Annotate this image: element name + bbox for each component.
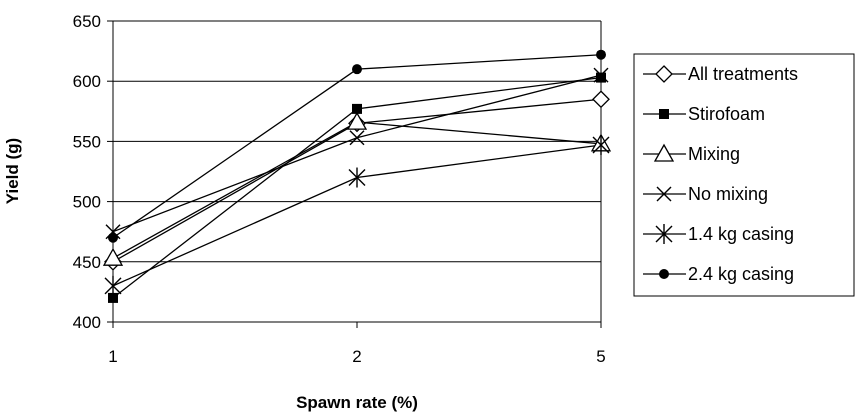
gridlines xyxy=(113,20,601,263)
series-markers xyxy=(104,135,610,296)
data-point xyxy=(108,292,118,303)
legend-label: Stirofoam xyxy=(688,104,765,124)
data-point xyxy=(346,111,368,130)
data-point xyxy=(593,67,609,83)
series-line xyxy=(112,74,602,233)
data-point xyxy=(348,167,366,188)
y-tick-label: 600 xyxy=(73,72,101,91)
y-tick-label: 650 xyxy=(73,12,101,31)
legend-label: All treatments xyxy=(688,64,798,84)
x-axis: 1 2 5 xyxy=(108,322,606,366)
legend-item: No mixing xyxy=(643,184,768,204)
legend-item: Stirofoam xyxy=(643,104,765,124)
y-axis-title: Yield (g) xyxy=(3,138,22,204)
x-tick-label: 5 xyxy=(596,347,605,366)
legend-item: Mixing xyxy=(643,143,740,164)
series-line xyxy=(112,121,602,259)
legend-item: 2.4 kg casing xyxy=(643,264,794,284)
legend-item: All treatments xyxy=(643,64,798,84)
data-point xyxy=(655,65,673,83)
x-tick-label: 2 xyxy=(352,347,361,366)
data-point xyxy=(104,275,122,296)
data-point xyxy=(592,135,610,156)
series xyxy=(112,54,602,239)
series-markers xyxy=(105,67,609,240)
y-tick-label: 550 xyxy=(73,132,101,151)
series-line xyxy=(112,54,602,239)
y-tick-label: 450 xyxy=(73,253,101,272)
series-line xyxy=(112,144,602,287)
series xyxy=(112,121,602,259)
x-axis-title: Spawn rate (%) xyxy=(296,393,418,412)
series-markers xyxy=(102,111,612,266)
legend: All treatments Stirofoam Mixing No mixing 1.… xyxy=(633,53,855,297)
data-point xyxy=(592,90,610,109)
legend-box xyxy=(633,53,855,297)
x-tick-label: 1 xyxy=(108,347,117,366)
data-point xyxy=(655,224,673,244)
data-point xyxy=(656,186,672,202)
data-point xyxy=(352,64,362,75)
y-tick-label: 400 xyxy=(73,313,101,332)
y-axis: 400 450 500 550 600 650 xyxy=(73,12,113,332)
data-point xyxy=(659,109,669,119)
data-point xyxy=(349,130,365,146)
data-point xyxy=(596,49,606,60)
series-markers xyxy=(108,49,606,243)
data-point xyxy=(659,269,669,279)
series xyxy=(112,74,602,233)
series-group xyxy=(102,49,612,303)
legend-label: 2.4 kg casing xyxy=(688,264,794,284)
data-point xyxy=(653,143,675,162)
data-point xyxy=(102,247,124,266)
series xyxy=(112,144,602,287)
series-markers xyxy=(108,72,606,303)
data-point xyxy=(352,103,362,114)
legend-label: Mixing xyxy=(688,144,740,164)
legend-label: No mixing xyxy=(688,184,768,204)
y-tick-label: 500 xyxy=(73,193,101,212)
data-point xyxy=(108,232,118,243)
legend-label: 1.4 kg casing xyxy=(688,224,794,244)
legend-item: 1.4 kg casing xyxy=(643,224,794,244)
data-point xyxy=(596,72,606,83)
